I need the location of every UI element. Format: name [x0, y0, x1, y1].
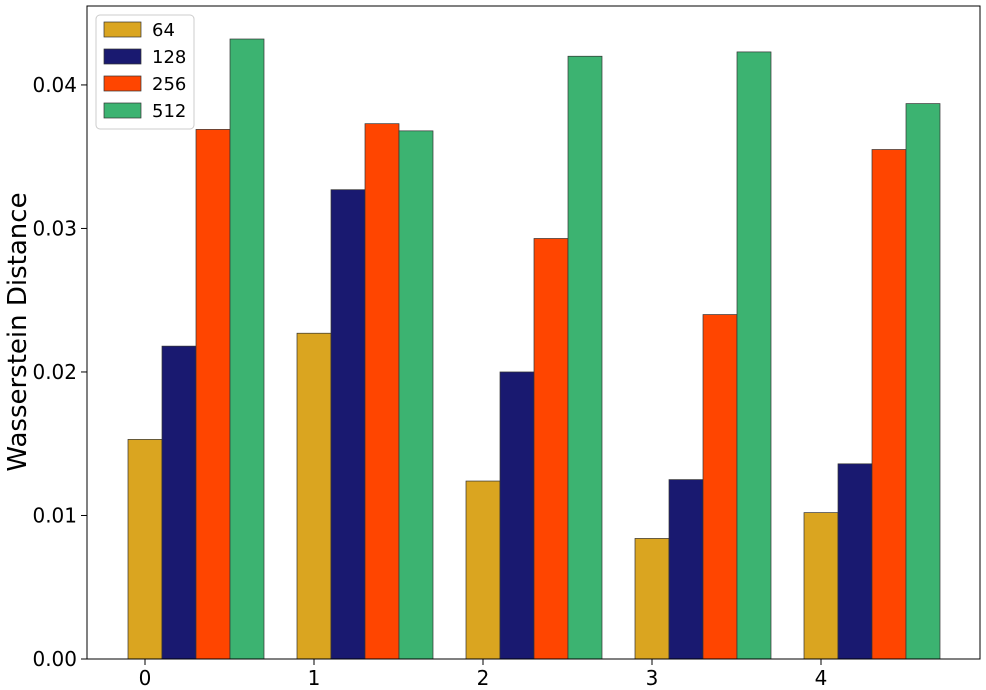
legend: 64 128 256 512 — [95, 14, 195, 130]
bar-64-4 — [803, 512, 839, 660]
y-tick-label: 0.03 — [32, 216, 77, 240]
bar-128-2 — [499, 371, 535, 660]
x-tick-label: 2 — [477, 666, 490, 690]
legend-swatch-512 — [103, 102, 142, 119]
x-tick-label: 0 — [139, 666, 152, 690]
legend-box — [95, 14, 195, 130]
bar-256-2 — [533, 238, 569, 660]
legend-swatch-128 — [103, 48, 142, 65]
bar-128-3 — [668, 479, 704, 660]
legend-label-128: 128 — [152, 47, 186, 68]
bar-512-2 — [567, 55, 603, 660]
legend-swatch-256 — [103, 75, 142, 92]
bar-128-0 — [161, 345, 197, 660]
y-tick-label: 0.01 — [32, 503, 77, 527]
legend-label-512: 512 — [152, 101, 186, 122]
y-axis-label: Wasserstein Distance — [3, 192, 33, 471]
bars-group — [127, 38, 941, 660]
bar-256-3 — [702, 314, 738, 660]
legend-label-256: 256 — [152, 74, 186, 95]
x-tick-label: 3 — [646, 666, 659, 690]
bar-64-0 — [127, 439, 163, 660]
y-tick-label: 0.04 — [32, 73, 77, 97]
bar-512-0 — [229, 38, 265, 660]
legend-label-64: 64 — [152, 20, 175, 41]
bar-128-4 — [837, 463, 873, 660]
bar-512-4 — [905, 103, 941, 660]
x-tick-label: 1 — [308, 666, 321, 690]
bar-512-3 — [736, 51, 772, 660]
bar-256-0 — [195, 129, 231, 660]
x-axis: 0 1 2 3 4 — [139, 659, 828, 690]
y-axis: 0.00 0.01 0.02 0.03 0.04 — [32, 73, 87, 671]
bar-256-1 — [364, 123, 400, 660]
bar-64-2 — [465, 480, 501, 660]
bar-64-1 — [296, 332, 332, 660]
x-tick-label: 4 — [815, 666, 828, 690]
y-tick-label: 0.00 — [32, 647, 77, 671]
legend-swatch-64 — [103, 21, 142, 38]
bar-64-3 — [634, 538, 670, 660]
bar-128-1 — [330, 189, 366, 660]
bar-512-1 — [398, 130, 434, 660]
plot-area-frame — [86, 5, 981, 660]
y-tick-label: 0.02 — [32, 360, 77, 384]
bar-256-4 — [871, 149, 907, 660]
